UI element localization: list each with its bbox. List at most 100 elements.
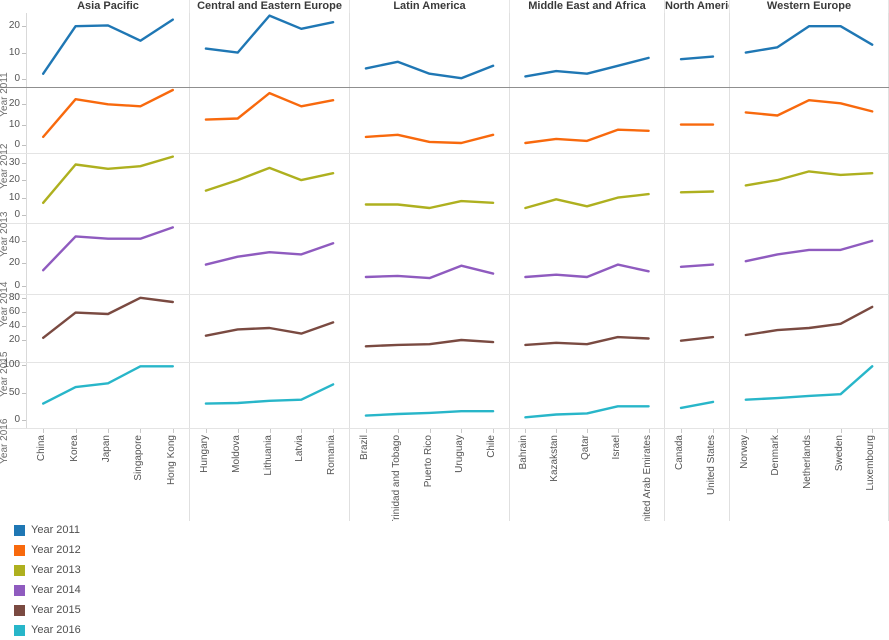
category-tick-mark xyxy=(301,429,302,433)
line-series[interactable] xyxy=(204,383,335,405)
line-series[interactable] xyxy=(679,263,715,268)
line-series[interactable] xyxy=(204,14,335,54)
chart-panel[interactable] xyxy=(665,363,730,428)
legend-swatch-icon[interactable] xyxy=(14,544,25,556)
legend-item[interactable]: Year 2015 xyxy=(14,600,81,620)
chart-panel[interactable] xyxy=(730,363,889,428)
legend-label: Year 2014 xyxy=(31,584,81,596)
line-series[interactable] xyxy=(204,242,335,266)
line-series[interactable] xyxy=(744,239,874,263)
chart-panel[interactable] xyxy=(190,154,350,223)
chart-panel[interactable] xyxy=(730,88,889,153)
tick-label: 40 xyxy=(8,319,20,331)
line-series[interactable] xyxy=(42,155,175,204)
line-series[interactable] xyxy=(42,226,175,272)
line-series[interactable] xyxy=(524,405,650,419)
column-header: Central and Eastern Europe xyxy=(190,0,350,13)
line-series[interactable] xyxy=(364,338,495,348)
legend-item[interactable]: Year 2016 xyxy=(14,620,81,640)
chart-panel[interactable] xyxy=(730,154,889,223)
tick-label: 50 xyxy=(8,386,20,398)
line-series[interactable] xyxy=(524,263,650,279)
chart-panel[interactable] xyxy=(27,154,190,223)
legend-swatch-icon[interactable] xyxy=(14,624,25,636)
category-label: Hungary xyxy=(199,435,210,473)
chart-panel[interactable] xyxy=(27,363,190,428)
chart-panel[interactable] xyxy=(510,224,665,294)
chart-panel[interactable] xyxy=(190,363,350,428)
chart-panel[interactable] xyxy=(27,13,190,87)
line-series[interactable] xyxy=(744,98,874,117)
legend-swatch-icon[interactable] xyxy=(14,584,25,596)
chart-panel[interactable] xyxy=(665,224,730,294)
chart-panel[interactable] xyxy=(190,295,350,362)
chart-panel[interactable] xyxy=(350,154,510,223)
line-series[interactable] xyxy=(364,60,495,80)
line-series[interactable] xyxy=(42,365,175,405)
line-series[interactable] xyxy=(679,55,715,61)
chart-panel[interactable] xyxy=(190,88,350,153)
chart-panel[interactable] xyxy=(665,13,730,87)
chart-panel[interactable] xyxy=(27,295,190,362)
chart-panel[interactable] xyxy=(665,154,730,223)
chart-panel[interactable] xyxy=(510,88,665,153)
line-series[interactable] xyxy=(524,192,650,210)
legend-swatch-icon[interactable] xyxy=(14,564,25,576)
line-series[interactable] xyxy=(744,170,874,187)
chart-panel[interactable] xyxy=(350,88,510,153)
legend-item[interactable]: Year 2014 xyxy=(14,580,81,600)
legend-item[interactable]: Year 2013 xyxy=(14,560,81,580)
chart-panel[interactable] xyxy=(730,295,889,362)
line-series[interactable] xyxy=(204,321,335,337)
line-series[interactable] xyxy=(42,18,175,75)
chart-panel[interactable] xyxy=(730,224,889,294)
column-header: Western Europe xyxy=(730,0,889,13)
line-series[interactable] xyxy=(524,128,650,145)
chart-panel[interactable] xyxy=(665,88,730,153)
line-series[interactable] xyxy=(204,166,335,192)
tick-label: 20 xyxy=(8,174,20,186)
legend-item[interactable]: Year 2011 xyxy=(14,520,81,540)
category-tick-mark xyxy=(746,429,747,433)
chart-panel[interactable] xyxy=(350,363,510,428)
chart-panel[interactable] xyxy=(510,363,665,428)
chart-panel[interactable] xyxy=(730,13,889,87)
line-series[interactable] xyxy=(744,24,874,54)
chart-panel[interactable] xyxy=(27,224,190,294)
chart-panel[interactable] xyxy=(350,224,510,294)
line-series[interactable] xyxy=(42,296,175,339)
chart-panel[interactable] xyxy=(350,295,510,362)
trellis-chart: Asia Pacific Central and Eastern Europe La… xyxy=(0,0,889,521)
line-series[interactable] xyxy=(364,133,495,145)
category-label-cell: China Korea Japan Singapore Hong Kong xyxy=(27,429,190,521)
line-series[interactable] xyxy=(744,305,874,337)
category-tick-mark xyxy=(238,429,239,433)
line-series[interactable] xyxy=(524,56,650,78)
chart-panel[interactable] xyxy=(665,295,730,362)
chart-panel[interactable] xyxy=(510,13,665,87)
line-series[interactable] xyxy=(364,410,495,417)
legend-swatch-icon[interactable] xyxy=(14,604,25,616)
line-series[interactable] xyxy=(524,335,650,347)
line-series[interactable] xyxy=(364,199,495,210)
line-series[interactable] xyxy=(679,400,715,410)
chart-panel[interactable] xyxy=(350,13,510,87)
line-series[interactable] xyxy=(204,91,335,121)
tick-label: 30 xyxy=(8,156,20,168)
chart-panel[interactable] xyxy=(190,13,350,87)
legend-swatch-icon[interactable] xyxy=(14,524,25,536)
chart-panel[interactable] xyxy=(510,295,665,362)
tick-mark xyxy=(22,286,26,287)
line-series[interactable] xyxy=(364,264,495,280)
line-series[interactable] xyxy=(679,335,715,342)
category-label: Chile xyxy=(486,435,497,458)
category-tick-mark xyxy=(333,429,334,433)
line-series[interactable] xyxy=(744,365,874,401)
line-series[interactable] xyxy=(42,88,175,139)
chart-panel[interactable] xyxy=(190,224,350,294)
category-label: Uruguay xyxy=(454,435,465,473)
legend-item[interactable]: Year 2012 xyxy=(14,540,81,560)
chart-panel[interactable] xyxy=(27,88,190,153)
chart-panel[interactable] xyxy=(510,154,665,223)
line-series[interactable] xyxy=(679,190,715,194)
